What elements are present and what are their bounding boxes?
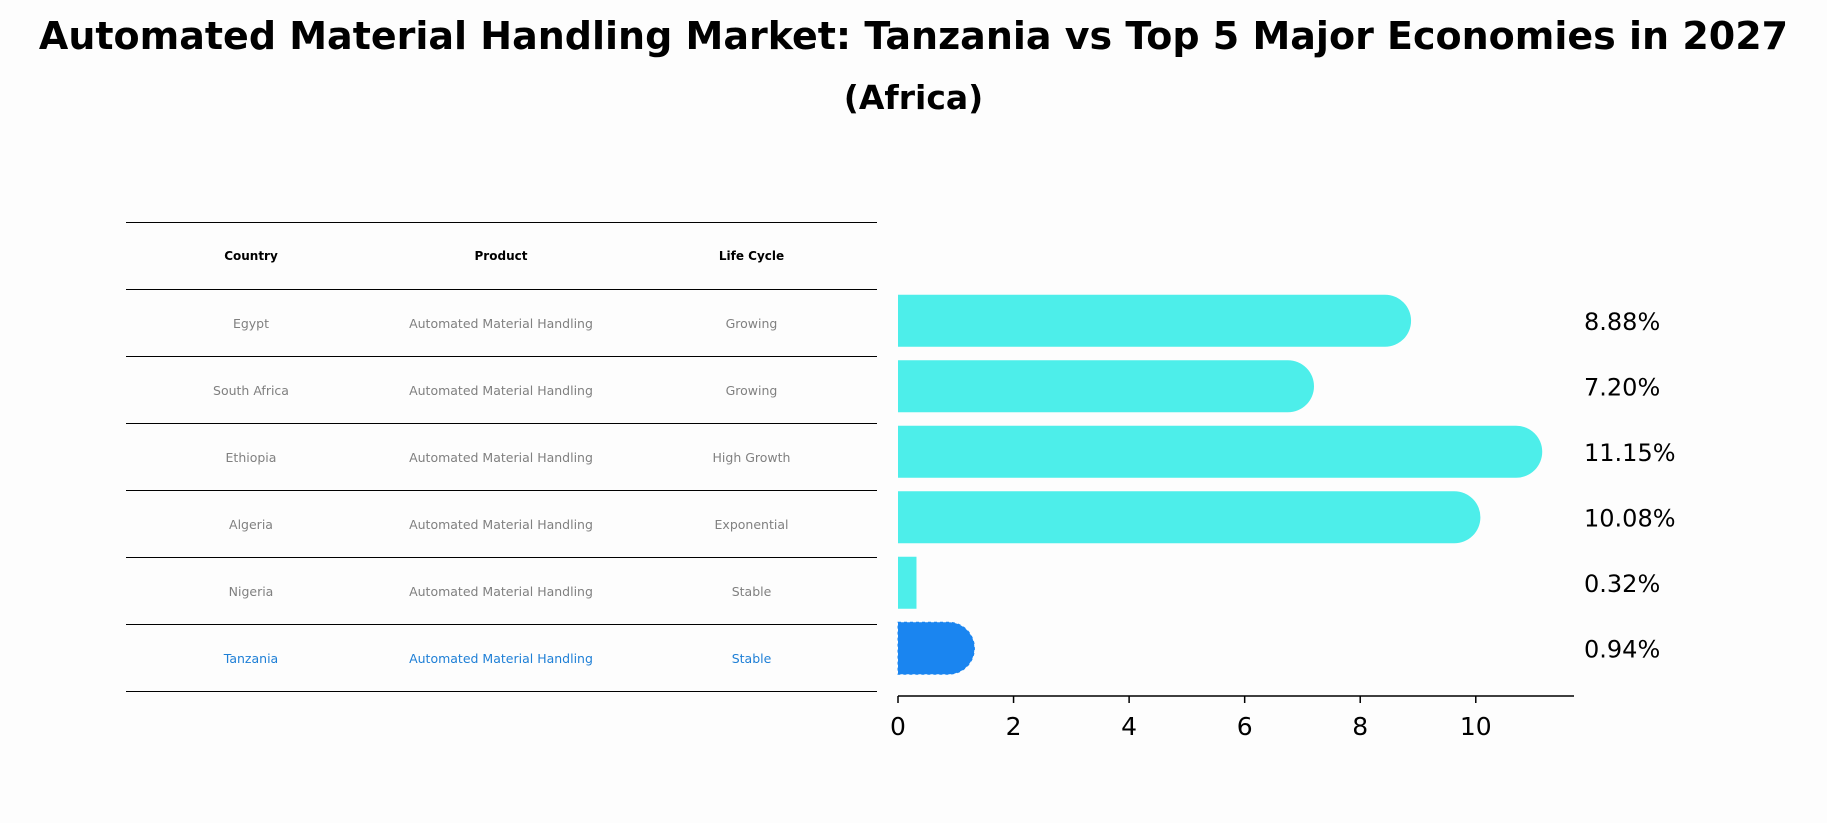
bar-egypt [898, 294, 1412, 347]
cell-country: Tanzania [223, 650, 279, 666]
x-tick-label: 4 [1121, 712, 1137, 741]
x-tick-label: 6 [1237, 712, 1253, 741]
bar-south-africa [898, 360, 1314, 413]
value-label-nigeria: 0.32% [1584, 570, 1660, 598]
cell-product: Automated Material Handling [409, 315, 593, 331]
cell-country: Nigeria [228, 583, 274, 599]
x-tick-label: 8 [1352, 712, 1368, 741]
x-tick-label: 10 [1460, 712, 1492, 741]
table-row: Egypt Automated Material Handling Growin… [126, 289, 877, 356]
bar-tanzania [897, 621, 975, 675]
cell-product: Automated Material Handling [409, 650, 593, 666]
cell-product: Automated Material Handling [409, 516, 593, 532]
cell-country: Egypt [232, 315, 270, 331]
table-row: Nigeria Automated Material Handling Stab… [126, 557, 877, 624]
cell-life-cycle: Stable [731, 583, 772, 599]
x-tick-label: 0 [890, 712, 906, 741]
cell-product: Automated Material Handling [409, 449, 593, 465]
table-row-highlight: Tanzania Automated Material Handling Sta… [126, 624, 877, 692]
value-label-tanzania: 0.94% [1584, 635, 1660, 663]
bar-algeria [898, 491, 1481, 544]
value-label-ethiopia: 11.15% [1584, 439, 1676, 467]
table-row: Algeria Automated Material Handling Expo… [126, 490, 877, 557]
cell-life-cycle: High Growth [712, 449, 791, 465]
value-label-south-africa: 7.20% [1584, 373, 1660, 401]
table-row: Ethiopia Automated Material Handling Hig… [126, 423, 877, 490]
cell-life-cycle: Exponential [714, 516, 789, 532]
table-row: South Africa Automated Material Handling… [126, 356, 877, 423]
data-table: Country Product Life Cycle Egypt Automat… [126, 222, 877, 692]
cell-life-cycle: Growing [725, 382, 778, 398]
table-header-row: Country Product Life Cycle [126, 222, 877, 289]
cell-country: Algeria [229, 516, 273, 532]
chart-title: Automated Material Handling Market: Tanz… [38, 14, 1789, 58]
header-product: Product [474, 249, 528, 263]
x-tick-label: 2 [1006, 712, 1022, 741]
cell-country: Ethiopia [225, 449, 277, 465]
cell-life-cycle: Growing [725, 315, 778, 331]
cell-life-cycle: Stable [731, 650, 772, 666]
value-label-algeria: 10.08% [1584, 504, 1676, 532]
value-label-egypt: 8.88% [1584, 308, 1660, 336]
cell-product: Automated Material Handling [409, 382, 593, 398]
header-country: Country [224, 249, 278, 263]
header-life-cycle: Life Cycle [718, 249, 785, 263]
cell-product: Automated Material Handling [409, 583, 593, 599]
bar-nigeria [898, 556, 917, 609]
chart-subtitle: (Africa) [843, 78, 984, 117]
cell-country: South Africa [213, 382, 289, 398]
bar-ethiopia [898, 425, 1543, 478]
